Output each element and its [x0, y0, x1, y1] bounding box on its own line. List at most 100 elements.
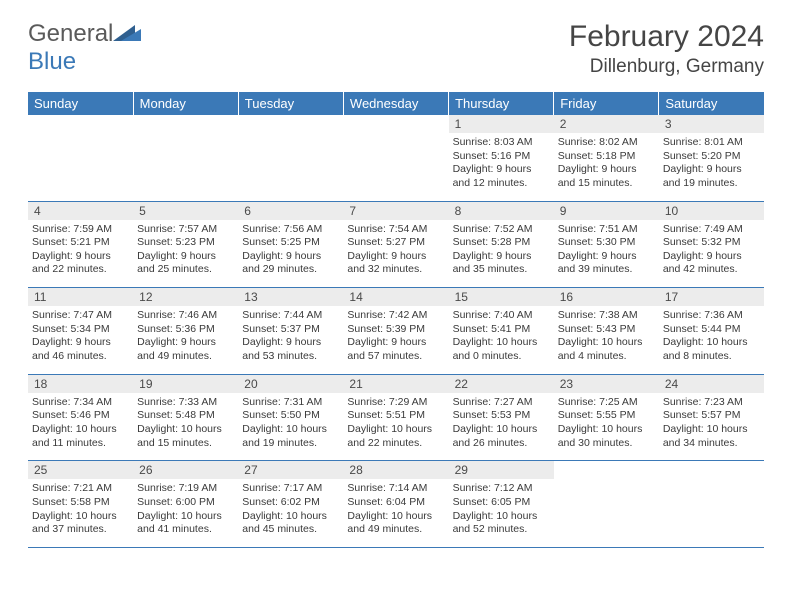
calendar-week-row: 1Sunrise: 8:03 AMSunset: 5:16 PMDaylight… [28, 115, 764, 201]
day-details: Sunrise: 7:56 AMSunset: 5:25 PMDaylight:… [238, 220, 343, 288]
day-details: Sunrise: 7:17 AMSunset: 6:02 PMDaylight:… [238, 479, 343, 547]
day-number: 8 [449, 202, 554, 220]
weekday-header: Saturday [659, 92, 764, 115]
calendar-day-cell: 9Sunrise: 7:51 AMSunset: 5:30 PMDaylight… [554, 201, 659, 288]
calendar-day-cell [659, 461, 764, 548]
logo-word-2: Blue [28, 48, 76, 75]
calendar-day-cell: 28Sunrise: 7:14 AMSunset: 6:04 PMDayligh… [343, 461, 448, 548]
day-number: 13 [238, 288, 343, 306]
day-number: 11 [28, 288, 133, 306]
day-number: 28 [343, 461, 448, 479]
page-title: February 2024 [569, 20, 764, 54]
day-number: 27 [238, 461, 343, 479]
day-number: 2 [554, 115, 659, 133]
calendar-table: Sunday Monday Tuesday Wednesday Thursday… [28, 92, 764, 548]
calendar-day-cell: 10Sunrise: 7:49 AMSunset: 5:32 PMDayligh… [659, 201, 764, 288]
location-label: Dillenburg, Germany [569, 56, 764, 78]
calendar-day-cell: 6Sunrise: 7:56 AMSunset: 5:25 PMDaylight… [238, 201, 343, 288]
day-number: 9 [554, 202, 659, 220]
day-details: Sunrise: 7:25 AMSunset: 5:55 PMDaylight:… [554, 393, 659, 461]
logo-text: General Blue [28, 20, 141, 76]
day-details: Sunrise: 7:54 AMSunset: 5:27 PMDaylight:… [343, 220, 448, 288]
day-details: Sunrise: 8:03 AMSunset: 5:16 PMDaylight:… [449, 133, 554, 201]
day-number: 21 [343, 375, 448, 393]
calendar-week-row: 4Sunrise: 7:59 AMSunset: 5:21 PMDaylight… [28, 201, 764, 288]
calendar-day-cell: 12Sunrise: 7:46 AMSunset: 5:36 PMDayligh… [133, 288, 238, 375]
day-details: Sunrise: 7:47 AMSunset: 5:34 PMDaylight:… [28, 306, 133, 374]
calendar-day-cell: 8Sunrise: 7:52 AMSunset: 5:28 PMDaylight… [449, 201, 554, 288]
day-details: Sunrise: 7:44 AMSunset: 5:37 PMDaylight:… [238, 306, 343, 374]
day-details: Sunrise: 7:23 AMSunset: 5:57 PMDaylight:… [659, 393, 764, 461]
calendar-day-cell: 23Sunrise: 7:25 AMSunset: 5:55 PMDayligh… [554, 374, 659, 461]
day-number-empty [659, 461, 764, 479]
day-number: 6 [238, 202, 343, 220]
calendar-day-cell: 16Sunrise: 7:38 AMSunset: 5:43 PMDayligh… [554, 288, 659, 375]
day-details: Sunrise: 7:36 AMSunset: 5:44 PMDaylight:… [659, 306, 764, 374]
weekday-header: Tuesday [238, 92, 343, 115]
day-details: Sunrise: 7:21 AMSunset: 5:58 PMDaylight:… [28, 479, 133, 547]
day-details: Sunrise: 7:51 AMSunset: 5:30 PMDaylight:… [554, 220, 659, 288]
calendar-day-cell: 22Sunrise: 7:27 AMSunset: 5:53 PMDayligh… [449, 374, 554, 461]
calendar-week-row: 11Sunrise: 7:47 AMSunset: 5:34 PMDayligh… [28, 288, 764, 375]
day-number: 24 [659, 375, 764, 393]
day-number: 18 [28, 375, 133, 393]
day-details: Sunrise: 7:52 AMSunset: 5:28 PMDaylight:… [449, 220, 554, 288]
calendar-day-cell: 21Sunrise: 7:29 AMSunset: 5:51 PMDayligh… [343, 374, 448, 461]
day-details: Sunrise: 7:59 AMSunset: 5:21 PMDaylight:… [28, 220, 133, 288]
day-details: Sunrise: 7:31 AMSunset: 5:50 PMDaylight:… [238, 393, 343, 461]
calendar-day-cell: 15Sunrise: 7:40 AMSunset: 5:41 PMDayligh… [449, 288, 554, 375]
calendar-day-cell: 1Sunrise: 8:03 AMSunset: 5:16 PMDaylight… [449, 115, 554, 201]
calendar-day-cell: 5Sunrise: 7:57 AMSunset: 5:23 PMDaylight… [133, 201, 238, 288]
calendar-day-cell [28, 115, 133, 201]
day-number: 20 [238, 375, 343, 393]
logo-triangle-icon [113, 20, 141, 38]
day-number: 5 [133, 202, 238, 220]
day-number: 29 [449, 461, 554, 479]
day-details: Sunrise: 7:14 AMSunset: 6:04 PMDaylight:… [343, 479, 448, 547]
day-number: 15 [449, 288, 554, 306]
calendar-day-cell [133, 115, 238, 201]
calendar-day-cell: 7Sunrise: 7:54 AMSunset: 5:27 PMDaylight… [343, 201, 448, 288]
weekday-header-row: Sunday Monday Tuesday Wednesday Thursday… [28, 92, 764, 115]
calendar-day-cell: 13Sunrise: 7:44 AMSunset: 5:37 PMDayligh… [238, 288, 343, 375]
calendar-day-cell: 18Sunrise: 7:34 AMSunset: 5:46 PMDayligh… [28, 374, 133, 461]
day-number: 14 [343, 288, 448, 306]
calendar-day-cell: 26Sunrise: 7:19 AMSunset: 6:00 PMDayligh… [133, 461, 238, 548]
day-number-empty [28, 115, 133, 133]
day-number: 25 [28, 461, 133, 479]
day-number: 10 [659, 202, 764, 220]
calendar-day-cell: 27Sunrise: 7:17 AMSunset: 6:02 PMDayligh… [238, 461, 343, 548]
calendar-day-cell: 19Sunrise: 7:33 AMSunset: 5:48 PMDayligh… [133, 374, 238, 461]
day-details: Sunrise: 7:57 AMSunset: 5:23 PMDaylight:… [133, 220, 238, 288]
day-number: 26 [133, 461, 238, 479]
day-details: Sunrise: 7:38 AMSunset: 5:43 PMDaylight:… [554, 306, 659, 374]
logo-word-1: General [28, 20, 113, 47]
day-details: Sunrise: 8:02 AMSunset: 5:18 PMDaylight:… [554, 133, 659, 201]
day-details: Sunrise: 7:46 AMSunset: 5:36 PMDaylight:… [133, 306, 238, 374]
day-number: 23 [554, 375, 659, 393]
day-number: 4 [28, 202, 133, 220]
header: General Blue February 2024 Dillenburg, G… [28, 20, 764, 78]
calendar-day-cell: 25Sunrise: 7:21 AMSunset: 5:58 PMDayligh… [28, 461, 133, 548]
day-number: 7 [343, 202, 448, 220]
day-details: Sunrise: 7:19 AMSunset: 6:00 PMDaylight:… [133, 479, 238, 547]
day-number: 16 [554, 288, 659, 306]
day-number: 22 [449, 375, 554, 393]
calendar-day-cell [343, 115, 448, 201]
day-details: Sunrise: 7:12 AMSunset: 6:05 PMDaylight:… [449, 479, 554, 547]
day-number: 19 [133, 375, 238, 393]
weekday-header: Monday [133, 92, 238, 115]
logo: General Blue [28, 20, 141, 76]
calendar-day-cell: 24Sunrise: 7:23 AMSunset: 5:57 PMDayligh… [659, 374, 764, 461]
weekday-header: Thursday [449, 92, 554, 115]
day-details: Sunrise: 7:33 AMSunset: 5:48 PMDaylight:… [133, 393, 238, 461]
day-number-empty [238, 115, 343, 133]
calendar-day-cell: 2Sunrise: 8:02 AMSunset: 5:18 PMDaylight… [554, 115, 659, 201]
calendar-week-row: 18Sunrise: 7:34 AMSunset: 5:46 PMDayligh… [28, 374, 764, 461]
calendar-day-cell [238, 115, 343, 201]
weekday-header: Wednesday [343, 92, 448, 115]
day-number-empty [133, 115, 238, 133]
calendar-week-row: 25Sunrise: 7:21 AMSunset: 5:58 PMDayligh… [28, 461, 764, 548]
day-details: Sunrise: 7:42 AMSunset: 5:39 PMDaylight:… [343, 306, 448, 374]
calendar-day-cell: 17Sunrise: 7:36 AMSunset: 5:44 PMDayligh… [659, 288, 764, 375]
